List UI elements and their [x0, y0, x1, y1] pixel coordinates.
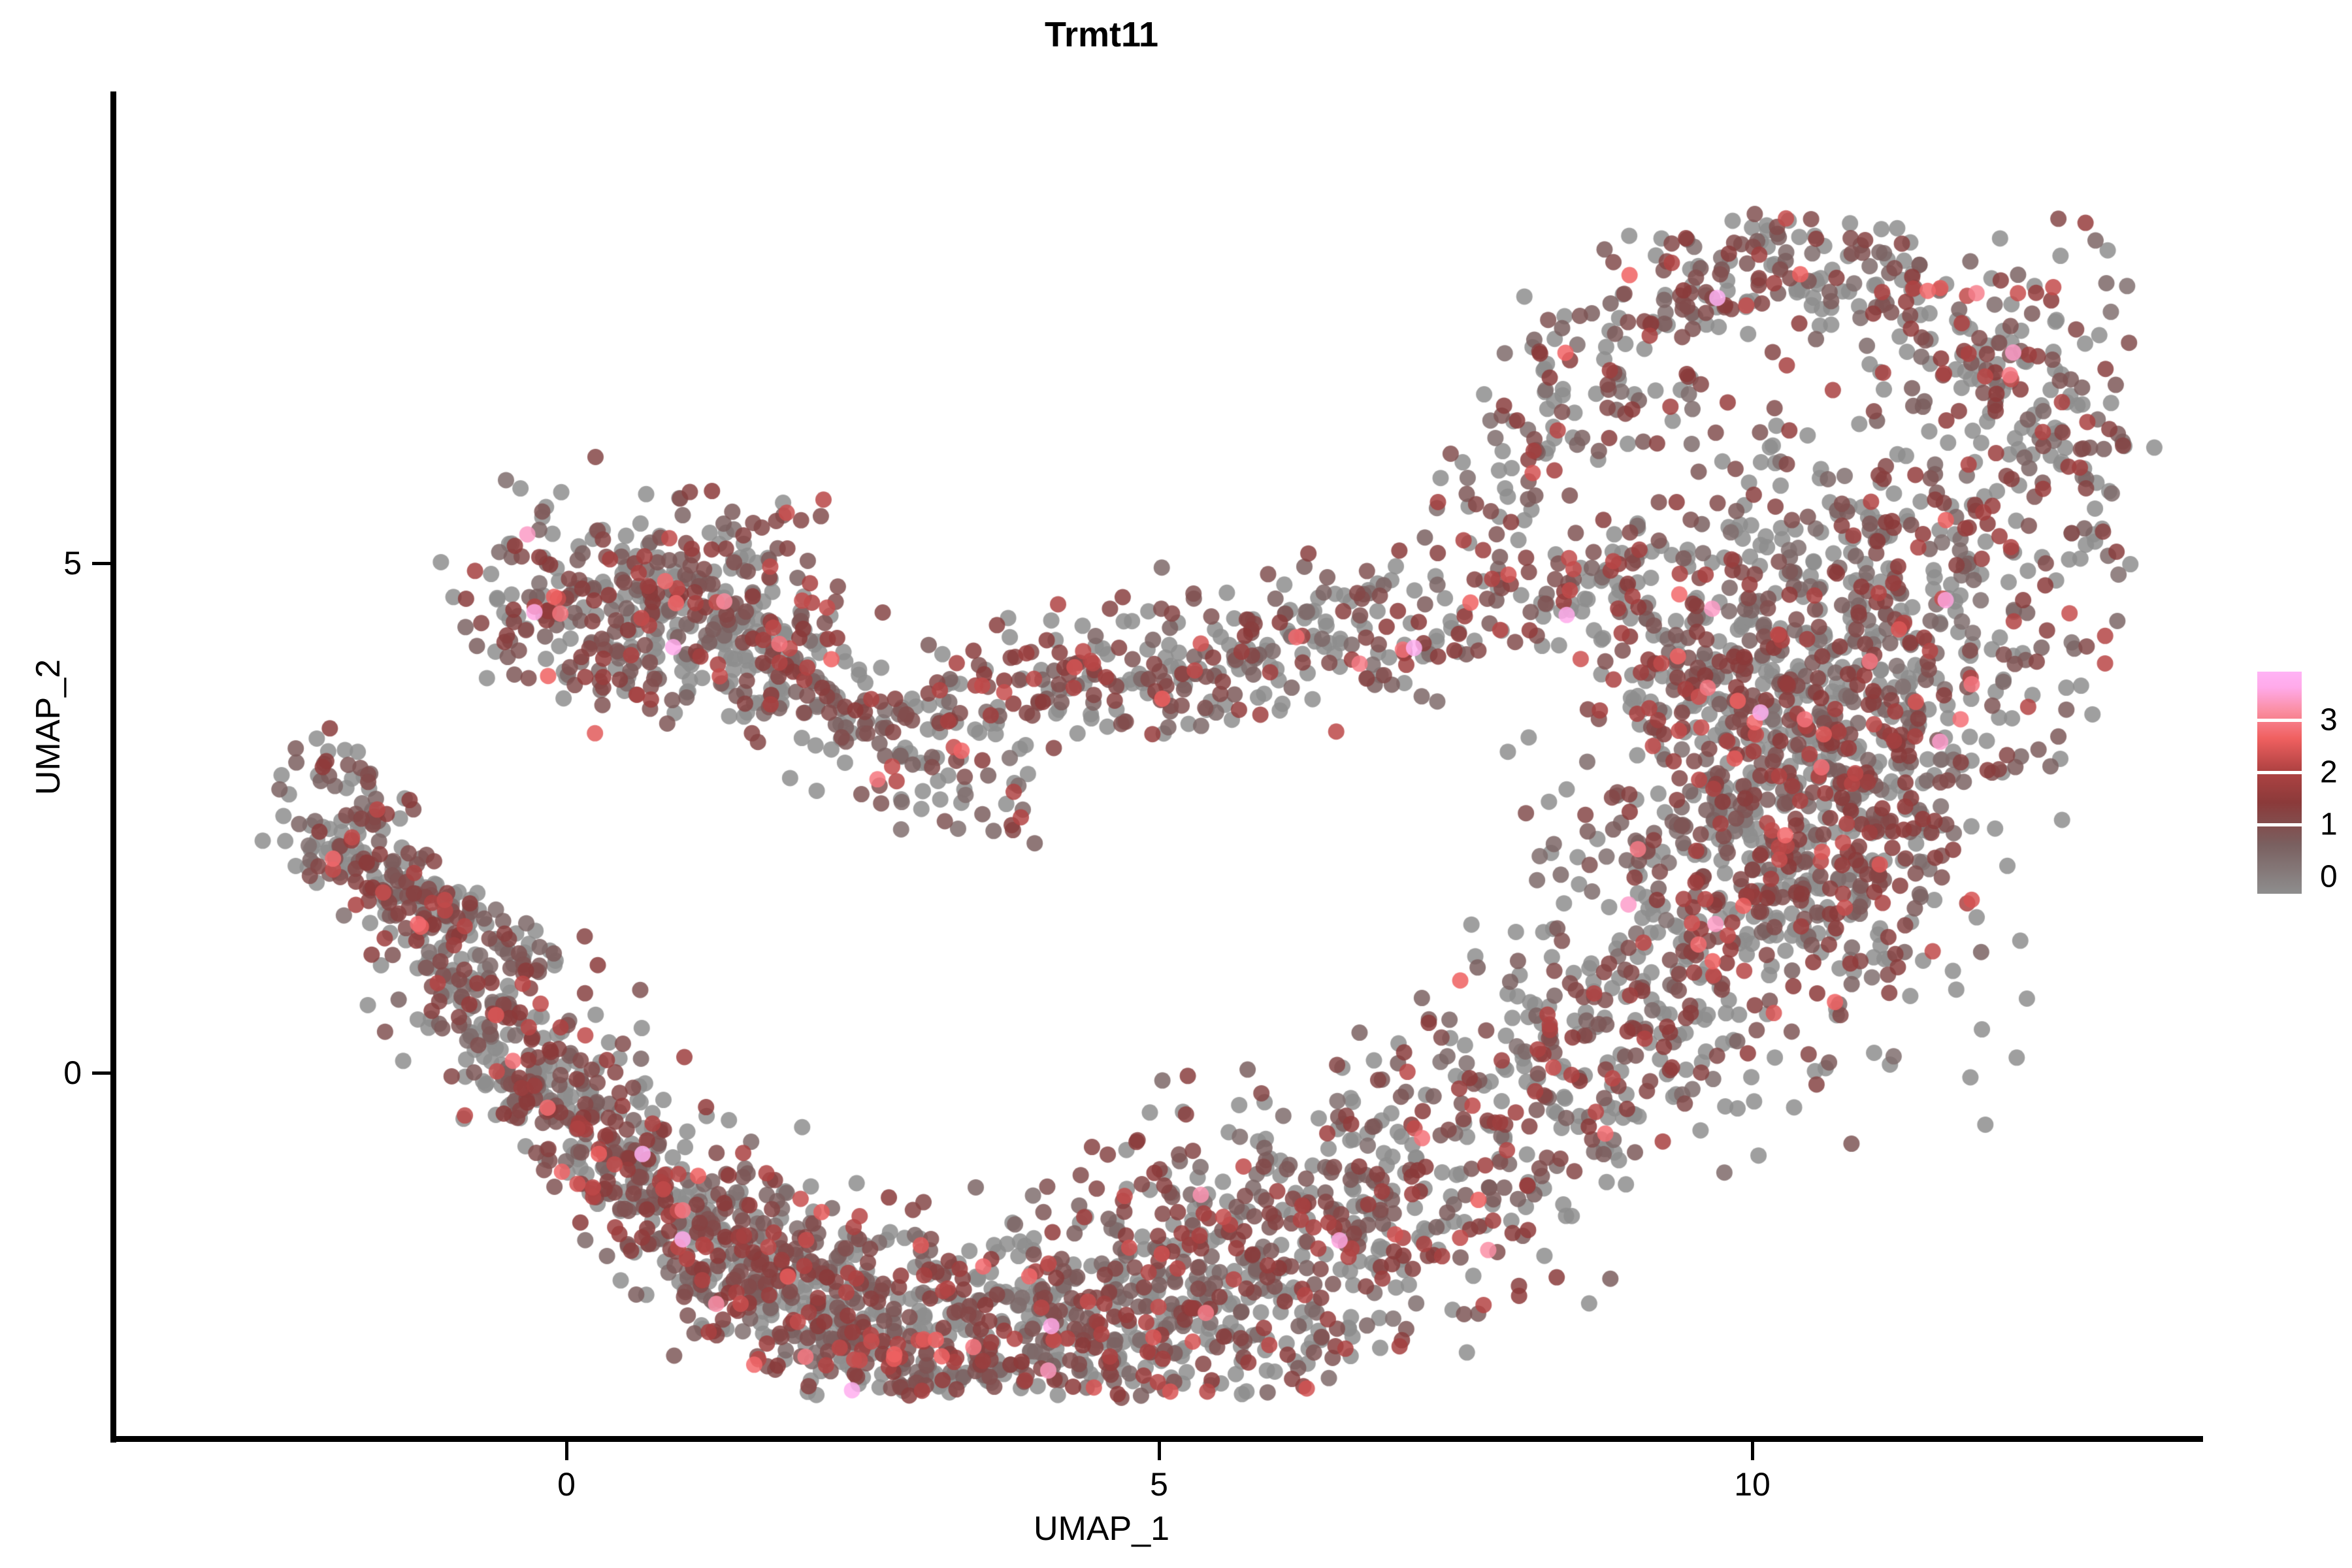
colorbar-break-1	[2257, 823, 2302, 826]
x-tick-label-0: 0	[557, 1466, 576, 1503]
colorbar-label-3: 3	[2320, 702, 2338, 738]
x-tick-label-10: 10	[1734, 1466, 1771, 1503]
colorbar-break-2	[2257, 771, 2302, 774]
colorbar-break-3	[2257, 719, 2302, 722]
plot-panel	[114, 91, 2203, 1439]
colorbar-gradient	[2257, 672, 2302, 894]
colorbar-label-0: 0	[2320, 859, 2338, 894]
x-axis-line	[110, 1436, 2203, 1442]
x-tick-mark-10	[1751, 1442, 1754, 1460]
scatter-plot-canvas	[114, 91, 2203, 1439]
y-tick-label-0: 0	[63, 1054, 82, 1091]
legend-colorbar: 3 2 1 0	[2257, 672, 2342, 894]
x-tick-mark-0	[565, 1442, 568, 1460]
x-tick-label-5: 5	[1150, 1466, 1168, 1503]
y-tick-label-5: 5	[63, 545, 82, 581]
colorbar-label-1: 1	[2320, 807, 2338, 842]
y-tick-mark-0	[92, 1071, 110, 1075]
page-title: Trmt11	[1044, 15, 1159, 54]
y-axis-line	[110, 91, 116, 1443]
x-axis-title: UMAP_1	[1033, 1510, 1170, 1548]
colorbar-label-2: 2	[2320, 755, 2338, 790]
y-tick-mark-5	[92, 562, 110, 565]
y-axis-title: UMAP_2	[29, 659, 67, 796]
x-tick-mark-5	[1158, 1442, 1161, 1460]
